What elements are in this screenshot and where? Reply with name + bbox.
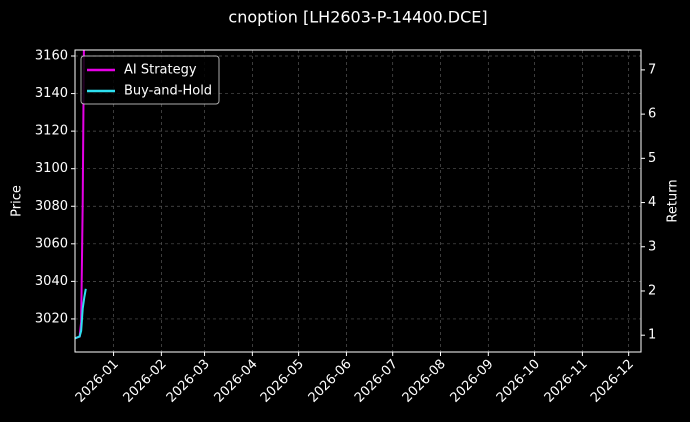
plot-lines — [75, 50, 87, 340]
legend-box — [80, 55, 220, 105]
y-tick-label: 3080 — [35, 199, 68, 214]
legend-label: AI Strategy — [124, 63, 197, 78]
plot-frame — [74, 49, 642, 353]
grid — [75, 50, 641, 352]
y-tick-label: 3060 — [35, 236, 68, 251]
y-tick-label: 3020 — [35, 311, 68, 326]
y2-tick-label: 5 — [648, 151, 656, 166]
y2-tick-label: 4 — [648, 195, 656, 210]
y2-tick-label: 3 — [648, 239, 656, 254]
series-line — [75, 288, 87, 340]
y-tick-label: 3120 — [35, 124, 68, 139]
y2-tick-label: 2 — [648, 283, 656, 298]
y2-tick-label: 7 — [648, 62, 656, 77]
y2-tick-label: 1 — [648, 328, 656, 343]
y2-tick-label: 6 — [648, 107, 656, 122]
legend-label: Buy-and-Hold — [124, 84, 212, 99]
legend: AI Strategy Buy-and-Hold — [80, 55, 220, 105]
y-axis-label: Price — [10, 185, 25, 217]
y2-axis-label: Return — [666, 179, 681, 222]
y-tick-label: 3160 — [35, 49, 68, 64]
y-tick-label: 3100 — [35, 161, 68, 176]
y-tick-label: 3140 — [35, 86, 68, 101]
y-tick-label: 3040 — [35, 274, 68, 289]
chart-title: cnoption [LH2603-P-14400.DCE] — [228, 8, 487, 27]
